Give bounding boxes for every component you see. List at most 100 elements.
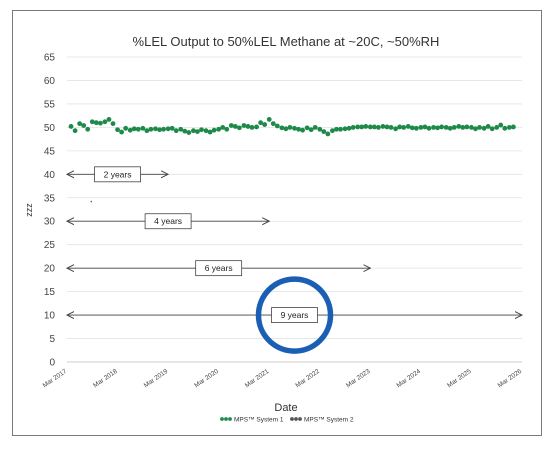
series-1-point xyxy=(426,125,432,131)
x-tick-label: Mar 2018 xyxy=(92,368,119,390)
series-1-point xyxy=(451,124,457,130)
duration-annotation: 9 years xyxy=(67,307,522,323)
series-1-point xyxy=(363,124,369,129)
duration-label: 4 years xyxy=(154,216,182,226)
series-1-point xyxy=(249,124,255,130)
annotations: 2 years 4 years 6 years 9 years xyxy=(67,166,522,354)
series-1-point xyxy=(431,124,436,130)
series-1-point xyxy=(296,126,301,132)
y-tick-label: 55 xyxy=(44,99,56,110)
series-1-point xyxy=(384,124,390,130)
y-tick-label: 20 xyxy=(44,264,56,275)
duration-label: 2 years xyxy=(104,169,132,179)
x-tick-label: Mar 2020 xyxy=(193,368,220,390)
series-1-point xyxy=(93,120,99,126)
series-1-point xyxy=(304,125,310,131)
y-tick-label: 35 xyxy=(44,193,56,204)
y-tick-label: 45 xyxy=(44,146,56,157)
duration-annotation: 6 years xyxy=(67,260,370,277)
series-1-point xyxy=(161,126,166,132)
series-1-point xyxy=(211,127,217,133)
series-1-point xyxy=(178,126,184,132)
series-1-point xyxy=(312,124,318,130)
series-1-point xyxy=(393,126,399,132)
duration-label: 6 years xyxy=(205,263,233,273)
series-2-point xyxy=(90,200,93,203)
series-1-point xyxy=(330,128,335,134)
series-1-point xyxy=(418,124,424,130)
series-1-point xyxy=(140,125,146,131)
series-1-point xyxy=(81,123,87,128)
duration-annotation: 4 years xyxy=(67,213,269,230)
legend-marker xyxy=(224,417,228,421)
y-tick-label: 0 xyxy=(49,358,55,369)
series-1-point xyxy=(388,124,394,130)
series-1-point xyxy=(401,124,407,130)
series-1-point xyxy=(460,124,466,130)
x-tick-label: Mar 2022 xyxy=(294,368,321,390)
x-tick-label: Mar 2019 xyxy=(143,368,170,390)
series-1-point xyxy=(245,124,251,129)
series-1-point xyxy=(317,126,323,132)
y-tick-label: 5 xyxy=(49,334,55,345)
series-1-point xyxy=(469,124,474,130)
y-tick-label: 25 xyxy=(44,240,56,251)
x-tick-label: Mar 2023 xyxy=(345,368,372,390)
series-1-point xyxy=(405,124,411,129)
y-tick-label: 65 xyxy=(44,53,56,64)
series-1-point xyxy=(350,124,356,130)
duration-annotation: 2 years xyxy=(67,166,168,183)
series-1-point xyxy=(292,125,297,131)
series-1-point xyxy=(338,126,343,132)
legend-entry: MPS™ System 1 xyxy=(234,417,284,424)
series-1-point xyxy=(397,124,403,130)
duration-label-box xyxy=(144,213,192,230)
series-1-point xyxy=(106,117,112,122)
series-1-point xyxy=(481,125,487,131)
series-1-point xyxy=(199,127,204,133)
series-1-point xyxy=(456,124,462,129)
series-1-point xyxy=(97,120,103,126)
series-1-point xyxy=(228,123,234,128)
series-1-point xyxy=(325,131,331,137)
y-tick-label: 40 xyxy=(44,170,56,181)
series-1-point xyxy=(68,124,74,129)
y-tick-label: 10 xyxy=(44,311,56,322)
series-1-point xyxy=(207,129,213,135)
x-tick-label: Mar 2025 xyxy=(446,368,473,390)
x-tick-label: Mar 2026 xyxy=(497,368,524,390)
series-1-point xyxy=(165,126,171,132)
highlight-circle xyxy=(255,276,334,354)
legend: MPS™ System 1 MPS™ System 2 xyxy=(220,417,354,424)
x-tick-labels: Mar 2017 Mar 2018 Mar 2019 Mar 2020 Mar 2021… xyxy=(42,368,524,390)
duration-label: 9 years xyxy=(281,310,309,320)
series-1-point xyxy=(119,129,124,135)
series-1-point xyxy=(77,121,83,127)
series-1-point xyxy=(186,130,192,135)
series-1-point xyxy=(131,126,137,132)
legend-marker xyxy=(290,417,294,421)
legend-marker xyxy=(228,417,232,421)
series-1-point xyxy=(266,117,272,122)
legend-marker xyxy=(298,417,302,421)
series-1-point xyxy=(123,125,129,131)
series-1-point xyxy=(300,127,305,133)
series-1-point xyxy=(236,125,242,131)
x-axis-label: Date xyxy=(274,402,297,414)
x-tick-label: Mar 2024 xyxy=(396,368,423,390)
series-1-point xyxy=(216,126,222,132)
series-1-point xyxy=(224,126,230,132)
series-1-point xyxy=(127,127,133,133)
series-1-point xyxy=(359,124,365,130)
series-1-point xyxy=(485,124,491,129)
series-1-point xyxy=(321,129,327,135)
series-1-point xyxy=(371,124,377,130)
series-1-point xyxy=(241,123,247,128)
series-1-point xyxy=(195,129,200,135)
series-1-point xyxy=(422,124,428,130)
series-1-point xyxy=(190,128,196,134)
legend-entry: MPS™ System 2 xyxy=(304,417,354,424)
series-1-point xyxy=(173,128,179,134)
series-1-point xyxy=(110,121,116,127)
series-1-point xyxy=(220,124,226,130)
